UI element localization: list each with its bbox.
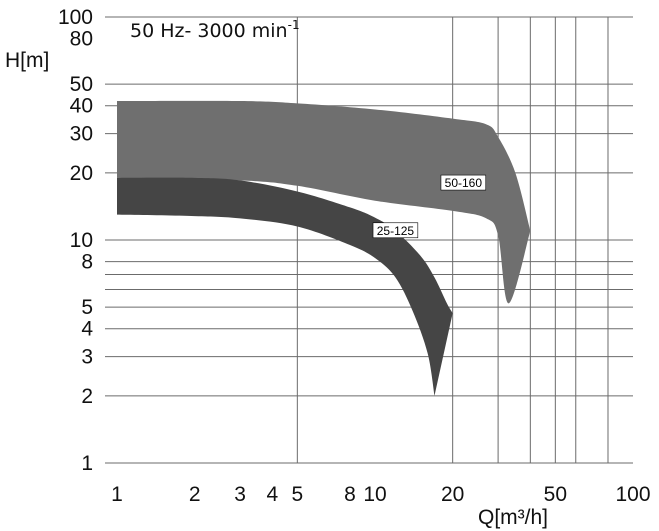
band-25-125 (117, 177, 453, 396)
x-tick-label: 8 (344, 483, 356, 506)
y-tick-label: 1 (81, 452, 93, 475)
x-tick-label: 100 (615, 483, 650, 506)
y-tick-label: 20 (70, 162, 93, 185)
band-label-box (440, 174, 487, 191)
performance-bands (117, 100, 531, 396)
y-tick-label: 30 (70, 123, 93, 146)
y-tick-label: 8 (81, 251, 93, 274)
y-axis-title: H[m] (5, 49, 49, 72)
band-label-25-125: 25-125 (377, 224, 415, 238)
y-tick-label: 10 (70, 229, 93, 252)
chart-title: 50 Hz- 3000 min-1 (130, 18, 300, 42)
band-label-50-160: 50-160 (445, 176, 483, 190)
x-tick-label: 4 (266, 483, 278, 506)
x-tick-label: 5 (291, 483, 303, 506)
y-tick-label: 80 (70, 28, 93, 51)
x-tick-label: 10 (363, 483, 386, 506)
x-tick-labels: 1 2 3 4 5 8 10 20 50 100 (111, 483, 650, 506)
band-50-160 (117, 100, 531, 304)
x-tick-label: 2 (189, 483, 201, 506)
y-tick-label: 100 (58, 6, 93, 29)
y-tick-label: 50 (70, 73, 93, 96)
band-label-box (372, 222, 419, 239)
title-superscript: -1 (288, 18, 300, 32)
x-axis-title: Q[m³/h] (478, 506, 548, 529)
x-tick-label: 1 (111, 483, 123, 506)
y-tick-label: 40 (70, 95, 93, 118)
band-labels: 50-160 25-125 (372, 174, 487, 239)
y-tick-label: 3 (81, 346, 93, 369)
x-tick-label: 20 (441, 483, 464, 506)
y-tick-label: 5 (81, 296, 93, 319)
x-tick-label: 3 (234, 483, 246, 506)
y-tick-label: 2 (81, 385, 93, 408)
y-tick-label: 4 (81, 318, 93, 341)
x-tick-label: 50 (544, 483, 567, 506)
